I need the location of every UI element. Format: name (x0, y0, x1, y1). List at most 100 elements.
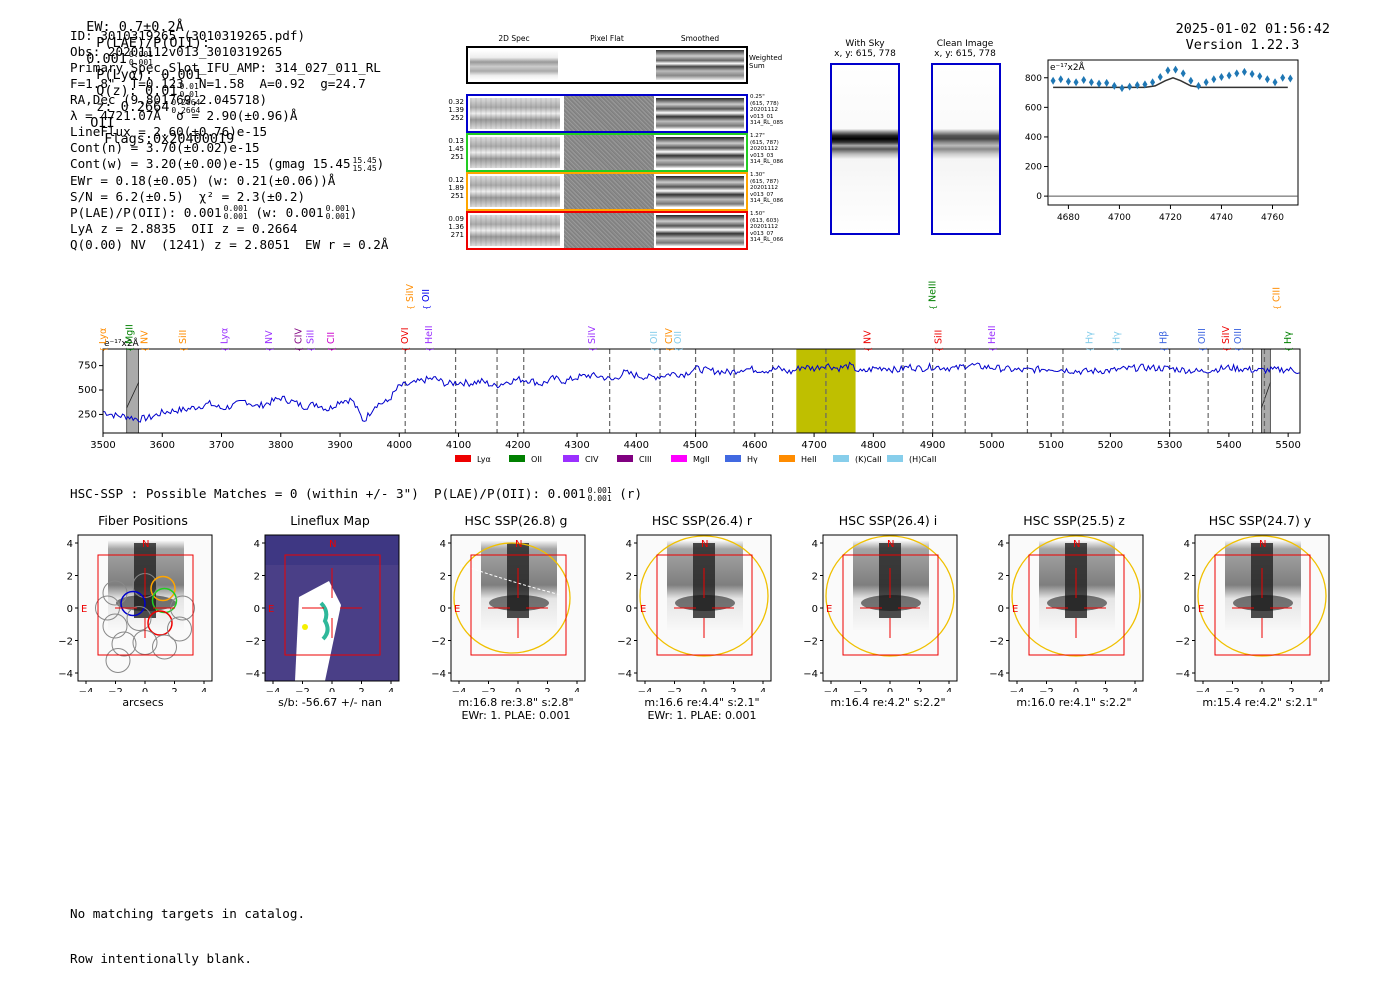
info-plae-wlo: 0.001 (325, 212, 350, 221)
cutout-meta-line: 314_RL_086 (750, 159, 784, 166)
info-primary: Primary Spec_Slot_IFU_AMP: 314_027_011_R… (70, 60, 381, 75)
with-sky-xy: x, y: 615, 778 (834, 49, 896, 59)
spectrum-line (102, 361, 1300, 423)
emission-line-label: Hγ (1283, 331, 1294, 344)
info-plae-whi: 0.001 (325, 204, 350, 213)
info-q: Q(0.00) NV (1241) z = 2.8051 EW r = 0.2Å (70, 237, 389, 252)
legend-label: Lyα (477, 455, 491, 464)
search-box (656, 554, 753, 656)
emission-line-bracket: { (1198, 347, 1207, 352)
spectrum-xtick-label: 5300 (1157, 440, 1182, 451)
fiber-circle (167, 616, 192, 642)
cutout-meta-line: 0.25" (750, 94, 765, 100)
zoom-ylabel: e⁻¹⁷x2Å (1050, 61, 1086, 73)
cutout-meta: 1.30" (615, 787) 20201112 v013_07 314_RL_086 (750, 172, 790, 205)
hsc-ytick-label: 2 (626, 572, 632, 583)
header-z-lo: 0.2664 (171, 106, 201, 115)
zoom-xtick-label: 4700 (1108, 213, 1131, 223)
hsc-caption: arcsecs (122, 696, 164, 709)
with-sky-title: With Sky x, y: 615, 778 (826, 39, 904, 59)
galaxy-base (1233, 595, 1293, 611)
search-box (284, 554, 381, 656)
hsc-xtick-label: 4 (946, 687, 952, 692)
emission-line-label: SiII (305, 330, 316, 344)
cutout-flat (564, 135, 654, 170)
fiber-circle (120, 590, 146, 617)
clean-label: Clean Image (936, 39, 994, 49)
zoom-ytick-label: 0 (1036, 192, 1042, 202)
fiber-circle (147, 610, 173, 636)
hsc-xtick-label: −2 (667, 687, 682, 692)
zoom-point (1127, 82, 1133, 91)
hsc-ytick-label: 0 (254, 604, 260, 615)
hsc-xtick-label: 2 (358, 687, 364, 692)
hsc-ytick-label: 2 (1184, 572, 1190, 583)
zoom-point (1257, 72, 1263, 81)
hsc-xtick-label: 0 (329, 687, 335, 692)
hsc-xtick-label: 0 (142, 687, 148, 692)
zoom-point (1173, 65, 1179, 74)
hsc-xtick-label: −2 (481, 687, 496, 692)
emission-line-label: SiII (934, 330, 945, 344)
hsc-panel: Lineflux Map N E 4 2 0 −2 −4 −4 −2 0 2 4 s/b: -56.67 … (245, 510, 425, 725)
spectrum-frame (102, 348, 1301, 434)
emission-line-label: CII (326, 332, 337, 344)
east-label: E (1012, 604, 1018, 615)
cutout-meta-line: v013_01 (750, 113, 774, 120)
emission-line-bracket: { (1234, 347, 1243, 352)
emission-line-bracket: { (306, 347, 315, 352)
cutout-row (466, 94, 748, 133)
fiber-circle (102, 613, 128, 639)
weighted-smoothed (656, 50, 744, 80)
hsc-xtick-label: 2 (730, 687, 736, 692)
emission-line-bracket: { (1222, 347, 1231, 352)
hsc-ytick-label: 4 (998, 539, 1004, 550)
zoom-ytick-label: 800 (1025, 74, 1042, 84)
zoom-point (1050, 76, 1056, 85)
clean-title: Clean Image x, y: 615, 778 (926, 39, 1004, 59)
info-lya: LyA z = 2.8835 OII z = 0.2664 (70, 221, 298, 236)
hsc-xtick-label: −2 (1039, 687, 1054, 692)
hsc-image-axes: N E 4 2 0 −2 −4 −4 −2 0 2 4 (617, 534, 772, 692)
sky-band-hatch (126, 382, 139, 408)
hsc-ytick-label: 0 (1184, 604, 1190, 615)
header-ew: EW: 0.7±0.2Å (86, 19, 184, 35)
legend-swatch (671, 455, 687, 462)
hsc-ytick-label: 2 (440, 572, 446, 583)
weighted-2d (470, 50, 558, 80)
emission-line-bracket: { (220, 347, 229, 352)
header-plae-hi: 0.001 (128, 50, 153, 59)
hsc-xtick-label: 4 (388, 687, 394, 692)
hsc-image-axes: N E 4 2 0 −2 −4 −4 −2 0 2 4 (1175, 534, 1330, 692)
cutout-meta-line: 1.30" (750, 172, 765, 178)
legend-swatch (455, 455, 471, 462)
cutout-meta-line: v013_07 (750, 191, 774, 198)
cutout-nums: 0.12 1.89 251 (444, 176, 464, 200)
cutout-num: 1.89 (448, 184, 464, 192)
info-params: F=1.8" T=0.123 N=1.58 A=0.92 g=24.7 (70, 76, 366, 91)
hsc-xtick-label: 4 (201, 687, 207, 692)
hsc-ytick-label: −2 (617, 637, 632, 648)
emission-line-bracket: { (140, 347, 149, 352)
spectrum-xtick-label: 3700 (209, 440, 234, 451)
emission-line-bracket: { (674, 347, 683, 352)
info-gmag-hi: 15.45 (352, 155, 377, 165)
header-z-line: OII (90, 115, 115, 131)
zoom-point (1065, 77, 1071, 86)
cutout-meta: 1.27" (615, 787) 20201112 v013_03 314_RL_086 (750, 133, 790, 166)
hsc-ytick-label: 0 (67, 604, 73, 615)
north-label: N (329, 539, 336, 550)
north-label: N (142, 539, 149, 550)
header-z-hi: 0.2664 (171, 98, 201, 107)
info-contw-text: Cont(w) = 3.20(±0.00)e-15 (gmag 15.45 (70, 156, 351, 171)
cutout-2d (470, 176, 560, 207)
legend-label: MgII (693, 455, 710, 464)
cutout-row (466, 211, 748, 250)
hsc-ytick-label: 4 (812, 539, 818, 550)
emission-line-label: OIII (1197, 328, 1208, 344)
hsc-ytick-label: −2 (803, 637, 818, 648)
spectrum-xtick-label: 4000 (387, 440, 412, 451)
hsc-panel-title: HSC SSP(26.4) r (651, 513, 753, 528)
hsc-xtick-label: −2 (853, 687, 868, 692)
north-label: N (701, 539, 708, 550)
